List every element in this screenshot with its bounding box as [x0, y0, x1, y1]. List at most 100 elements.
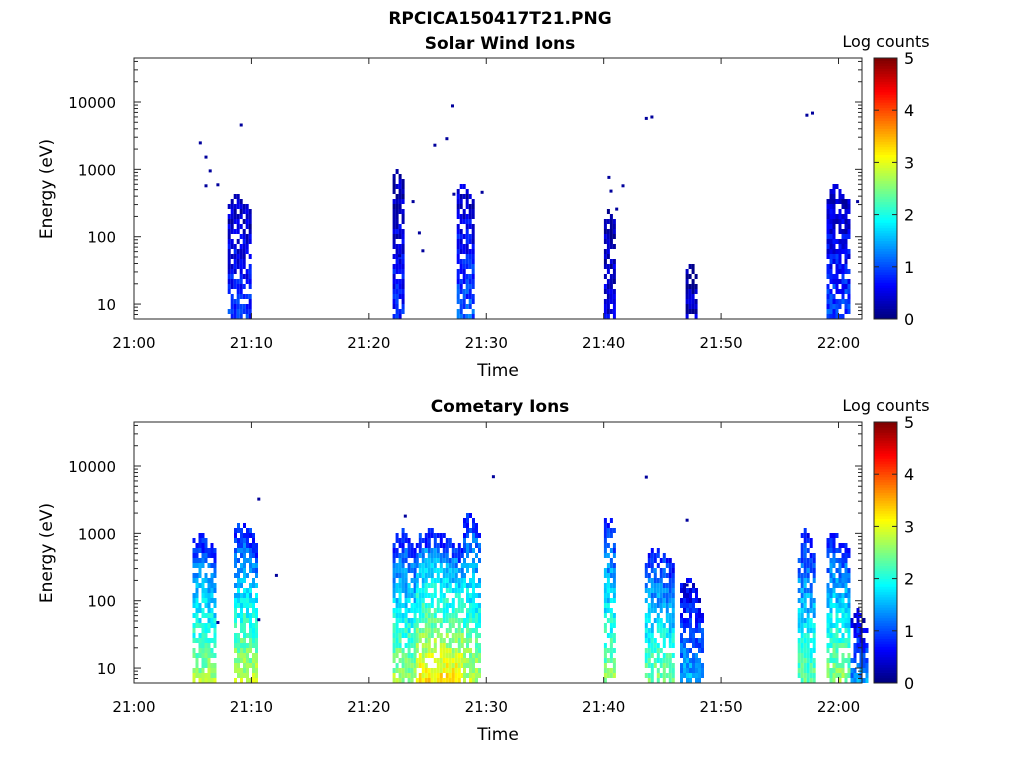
spectrogram-cell — [207, 623, 211, 628]
spectrogram-cell — [395, 299, 399, 304]
spectrogram-cell — [236, 224, 240, 229]
spectrogram-cell — [401, 568, 405, 573]
spectrogram-cell — [192, 603, 196, 608]
spectrogram-cell — [472, 538, 475, 543]
spectrogram-cell — [398, 618, 402, 623]
spectrogram-cell — [213, 638, 217, 643]
spectrogram-cell — [662, 628, 666, 633]
spectrogram-cell — [433, 673, 437, 678]
spectrogram-cell — [245, 279, 249, 284]
spectrogram-cell — [603, 259, 607, 264]
spectrogram-cell — [609, 618, 613, 623]
spectrogram-cell — [249, 568, 252, 573]
spectrogram-cell — [240, 578, 243, 583]
colorbar-segment — [874, 502, 897, 506]
spectrogram-cell — [829, 578, 833, 583]
spectrogram-cell — [227, 254, 231, 259]
spectrogram-cell — [451, 543, 455, 548]
spectrogram-cell — [809, 603, 813, 608]
spectrogram-cell — [463, 668, 466, 673]
colorbar-segment — [874, 58, 897, 62]
spectrogram-cell — [692, 628, 695, 633]
spectrogram-cell — [460, 588, 464, 593]
spectrogram-cell — [415, 618, 419, 623]
spectrogram-cell — [463, 573, 466, 578]
spectrogram-cell — [243, 588, 246, 593]
spectrogram-cell — [612, 668, 616, 673]
spectrogram-cell — [457, 548, 461, 553]
spectrogram-cell — [659, 663, 663, 668]
spectrogram-cell — [603, 274, 607, 279]
spectrogram-cell — [456, 199, 460, 204]
spectrogram-cell — [656, 628, 660, 633]
colorbar-segment — [874, 450, 897, 454]
spectrogram-cell — [471, 269, 475, 274]
colorbar-segment — [874, 118, 897, 122]
colorbar-segment — [874, 466, 897, 470]
spectrogram-cell — [424, 593, 428, 598]
x-axis-label-cometary: Time — [476, 725, 519, 745]
spectrogram-cell — [835, 663, 839, 668]
spectrogram-cell — [809, 638, 813, 643]
spectrogram-cell — [395, 199, 399, 204]
spectrogram-cell — [650, 593, 654, 598]
spectrogram-cell — [252, 583, 255, 588]
spectrogram-cell — [847, 673, 851, 678]
spectrogram-cell — [809, 618, 813, 623]
spectrogram-cell — [234, 603, 237, 608]
colorbar-segment — [874, 89, 897, 93]
spectrogram-cell — [838, 244, 842, 249]
spectrogram-cell — [236, 249, 240, 254]
spectrogram-cell — [844, 658, 848, 663]
spectrogram-cell — [398, 558, 402, 563]
spectrogram-cell — [252, 663, 255, 668]
spectrogram-cell — [398, 568, 402, 573]
spectrogram-cell — [644, 633, 648, 638]
spectrogram-cell — [407, 543, 411, 548]
spectrogram-cell — [459, 199, 463, 204]
spectrogram-cell — [456, 194, 460, 199]
spectrogram-cell — [213, 583, 217, 588]
spectrogram-cell — [609, 653, 613, 658]
spectrogram-cell — [692, 668, 695, 673]
spectrogram-cell — [668, 653, 672, 658]
spectrogram-cell — [469, 548, 472, 553]
spectrogram-cell — [826, 289, 830, 294]
spectrogram-cell — [240, 623, 243, 628]
spectrogram-cell — [812, 623, 816, 628]
spectrogram-cell — [656, 643, 660, 648]
spectrogram-cell — [692, 638, 695, 643]
spectrogram-cell — [680, 648, 683, 653]
spectrogram-cell — [838, 598, 842, 603]
colorbar-segment — [874, 196, 897, 200]
spectrogram-cell — [207, 618, 211, 623]
spectrogram-cell — [198, 583, 202, 588]
spectrogram-cell — [829, 608, 833, 613]
spectrogram-cell — [800, 598, 804, 603]
spectrogram-cell — [698, 628, 701, 633]
spectrogram-cell — [803, 588, 807, 593]
spectrogram-cell — [606, 563, 610, 568]
spectrogram-cell — [392, 543, 396, 548]
spectrogram-cell — [829, 309, 833, 314]
spectrogram-cell — [644, 583, 648, 588]
spectrogram-cell — [418, 543, 422, 548]
spectrogram-cell — [468, 204, 472, 209]
spectrogram-cell — [398, 209, 402, 214]
spectrogram-cell — [695, 618, 698, 623]
spectrogram-cell — [404, 553, 408, 558]
spectrogram-cell — [392, 254, 396, 259]
spectrogram-cell — [398, 269, 402, 274]
spectrogram-cell — [413, 628, 417, 633]
spectrogram-cell — [862, 668, 866, 673]
spectrogram-cell — [249, 603, 252, 608]
spectrogram-cell — [401, 668, 405, 673]
spectrogram-cell — [240, 678, 243, 683]
x-tick-label: 21:30 — [465, 698, 508, 716]
spectrogram-cell — [448, 618, 452, 623]
spectrogram-cell — [844, 643, 848, 648]
spectrogram-cell — [401, 229, 405, 234]
spectrogram-solar-wind — [198, 104, 860, 319]
spectrogram-cell — [421, 553, 425, 558]
spectrogram-cell — [404, 603, 408, 608]
